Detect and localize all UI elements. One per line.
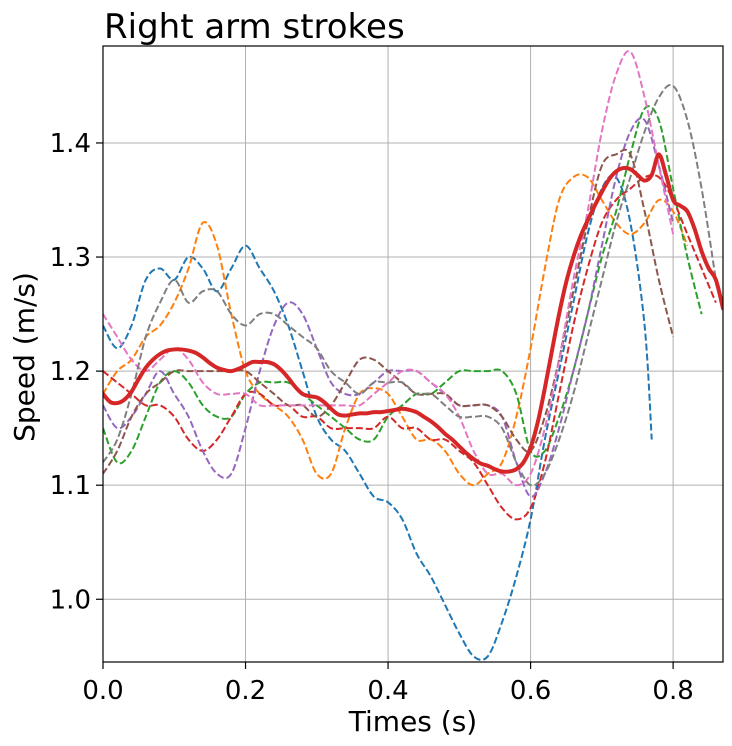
chart-title: Right arm strokes xyxy=(104,7,405,47)
stroke-speed-line-3 xyxy=(103,105,703,465)
grid xyxy=(102,46,723,662)
x-ticks: 0.0 0.2 0.4 0.6 0.8 xyxy=(82,662,694,706)
x-axis-label: Times (s) xyxy=(348,705,477,738)
plot-frame xyxy=(102,45,724,663)
y-tick-label: 1.2 xyxy=(50,357,91,387)
y-axis-label: Speed (m/s) xyxy=(8,272,41,442)
series-layer xyxy=(103,50,723,661)
y-ticks: 1.0 1.1 1.2 1.3 1.4 xyxy=(50,129,103,615)
y-tick-label: 1.0 xyxy=(50,585,91,615)
x-tick-label: 0.4 xyxy=(367,676,408,706)
x-tick-label: 0.8 xyxy=(652,676,693,706)
stroke-speed-line-8 xyxy=(103,84,717,487)
y-tick-label: 1.4 xyxy=(50,129,91,159)
y-tick-label: 1.3 xyxy=(50,243,91,273)
y-tick-label: 1.1 xyxy=(50,471,91,501)
x-tick-label: 0.0 xyxy=(82,676,123,706)
x-tick-label: 0.2 xyxy=(225,676,266,706)
mean-speed-line xyxy=(103,152,723,474)
x-tick-label: 0.6 xyxy=(510,676,551,706)
stroke-speed-line-4 xyxy=(103,174,717,521)
stroke-speed-line-6 xyxy=(103,148,675,475)
stroke-speed-line-1 xyxy=(103,174,653,661)
stroke-speed-line-2 xyxy=(103,173,689,487)
